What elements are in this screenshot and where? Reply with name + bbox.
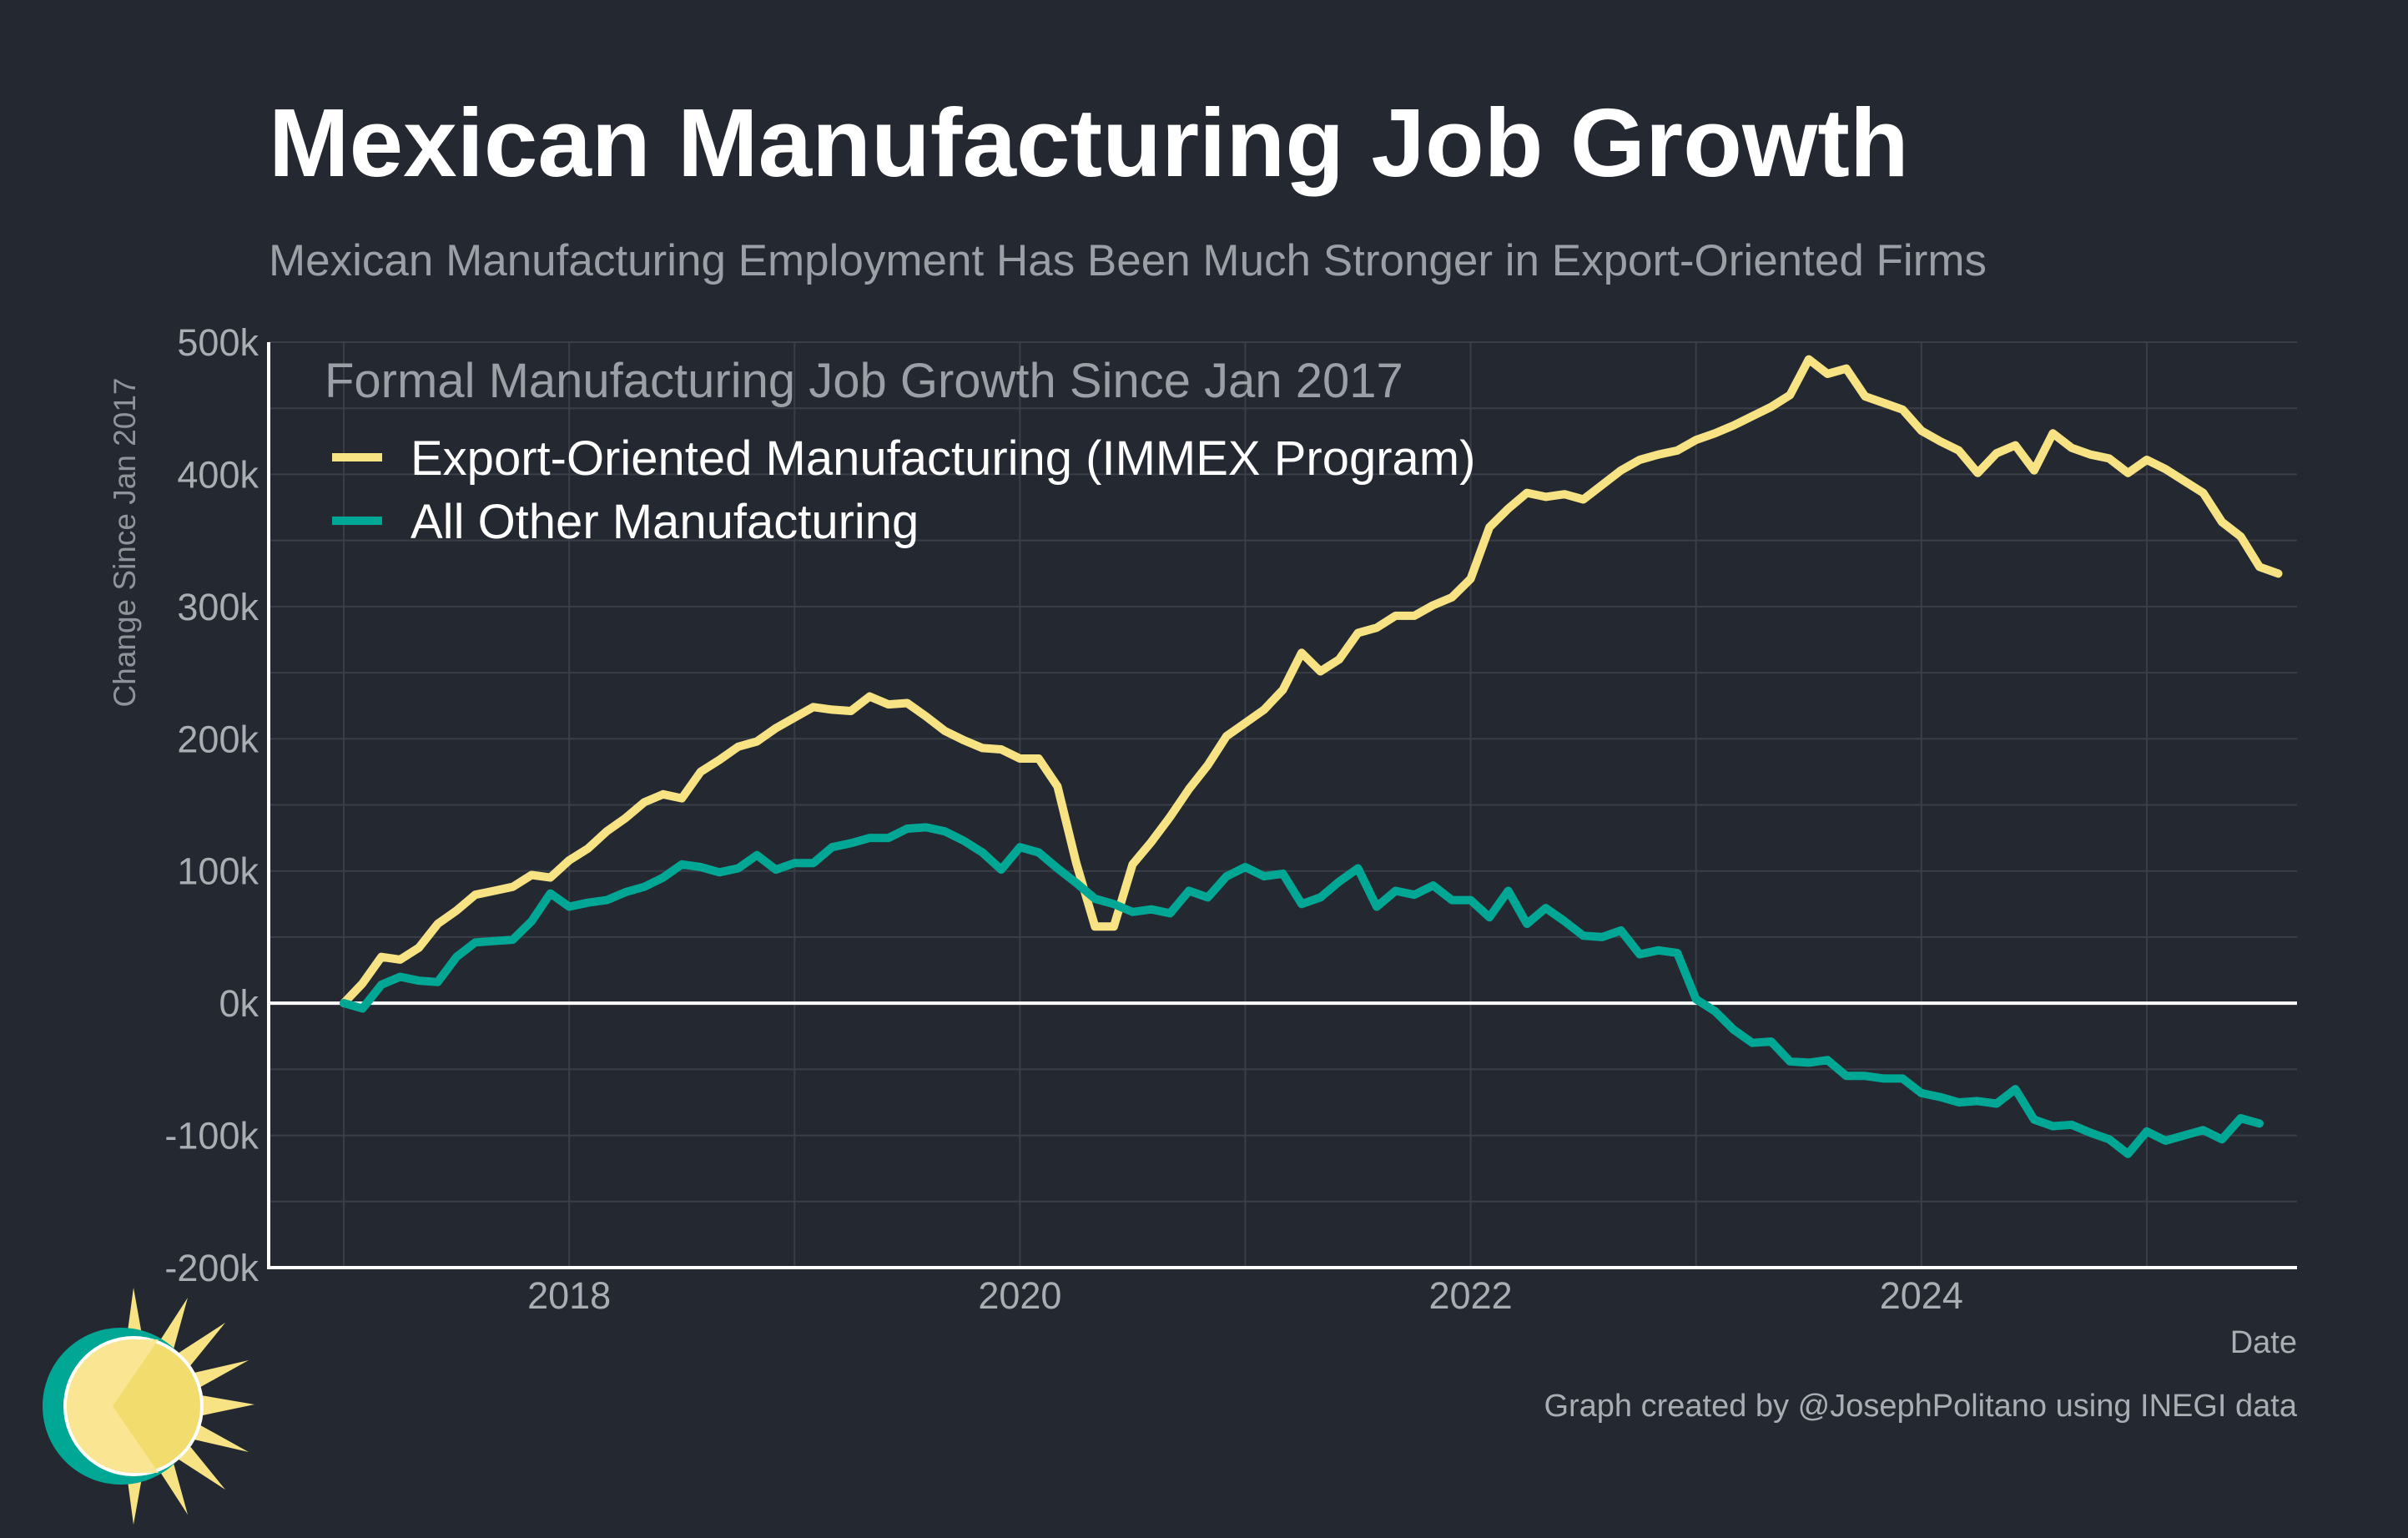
sun-logo-icon — [43, 1288, 254, 1525]
legend-entry-label: Export-Oriented Manufacturing (IMMEX Pro… — [411, 431, 1475, 486]
legend: Formal Manufacturing Job Growth Since Ja… — [325, 354, 1475, 549]
y-tick-label: 0k — [219, 982, 259, 1025]
y-tick-label: 100k — [177, 850, 259, 893]
chart-subtitle: Mexican Manufacturing Employment Has Bee… — [269, 236, 1987, 285]
logo-highlight — [67, 1339, 159, 1473]
y-tick-label: -200k — [164, 1247, 259, 1289]
x-axis-ticks: 2018 2020 2022 2024 — [527, 1274, 1963, 1317]
series-lines — [340, 355, 2283, 1158]
chart-title: Mexican Manufacturing Job Growth — [269, 88, 1909, 197]
x-tick-label: 2022 — [1429, 1274, 1513, 1317]
x-axis-label: Date — [2230, 1325, 2297, 1360]
x-tick-label: 2018 — [527, 1274, 611, 1317]
y-tick-label: 300k — [177, 586, 259, 628]
series-line-all-other — [340, 823, 2264, 1158]
caption: Graph created by @JosephPolitano using I… — [1544, 1389, 2297, 1424]
y-tick-label: 200k — [177, 718, 259, 760]
series-line-export-oriented — [340, 355, 2283, 1008]
x-tick-label: 2024 — [1880, 1274, 1963, 1317]
y-axis-label: Change Since Jan 2017 — [108, 378, 142, 708]
y-axis-ticks: -200k -100k 0k 100k 200k 300k 400k 500k — [164, 321, 259, 1289]
x-tick-label: 2020 — [978, 1274, 1061, 1317]
y-tick-label: 400k — [177, 453, 259, 496]
axes — [267, 342, 2297, 1269]
y-tick-label: -100k — [164, 1115, 259, 1157]
y-tick-label: 500k — [177, 321, 259, 364]
legend-entry-label: All Other Manufacturing — [411, 495, 919, 549]
legend-title: Formal Manufacturing Job Growth Since Ja… — [325, 354, 1403, 408]
